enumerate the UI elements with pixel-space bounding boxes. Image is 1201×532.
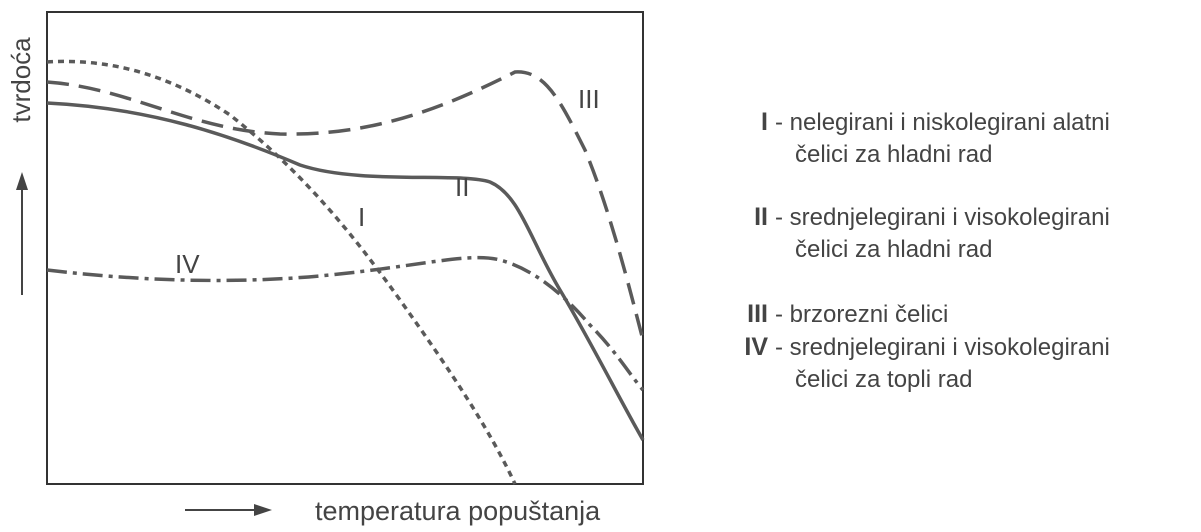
legend-text: čelici za hladni rad — [795, 236, 992, 263]
x-axis-label: temperatura popuštanja — [315, 496, 601, 526]
legend-key: IV — [744, 333, 768, 361]
legend-text: čelici za hladni rad — [795, 141, 992, 168]
legend-key: II — [754, 203, 768, 231]
curve-i — [46, 59, 517, 485]
legend: I - nelegirani i niskolegirani alatni čeli… — [744, 108, 1109, 393]
legend-text: - srednjelegirani i visokolegirani — [775, 334, 1110, 361]
legend-text: - brzorezni čelici — [775, 301, 948, 328]
curve-iv — [46, 255, 645, 392]
curve-label: IV — [175, 249, 200, 279]
curve-label: II — [455, 172, 469, 202]
legend-key: I — [761, 108, 768, 136]
y-axis-label: tvrdoća — [6, 37, 36, 123]
curve-label: III — [578, 84, 600, 114]
curve-ii — [46, 101, 645, 441]
legend-text: - srednjelegirani i visokolegirani — [775, 204, 1110, 231]
legend-text: - nelegirani i niskolegirani alatni — [775, 109, 1110, 136]
x-arrowhead — [254, 504, 272, 516]
curve-iii — [46, 70, 645, 341]
plot-frame — [46, 11, 644, 485]
y-arrowhead — [16, 172, 28, 190]
legend-text: čelici za topli rad — [795, 366, 972, 393]
curve-label: I — [358, 202, 365, 232]
legend-key: III — [747, 300, 768, 328]
